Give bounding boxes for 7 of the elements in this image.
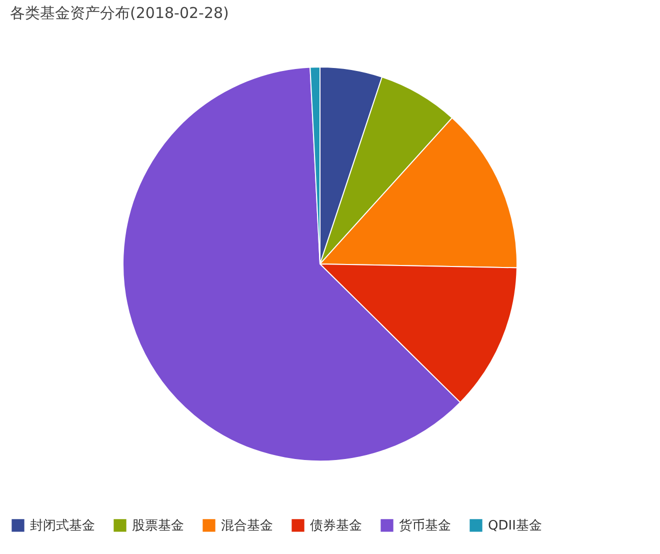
legend-label: 混合基金 (221, 518, 273, 534)
legend-label: 股票基金 (132, 518, 184, 534)
legend-label: 货币基金 (399, 518, 451, 534)
chart-title: 各类基金资产分布(2018-02-28) (10, 4, 229, 22)
legend-label: QDII基金 (488, 518, 542, 534)
legend-label: 封闭式基金 (30, 518, 95, 534)
legend-label: 债券基金 (310, 518, 362, 534)
